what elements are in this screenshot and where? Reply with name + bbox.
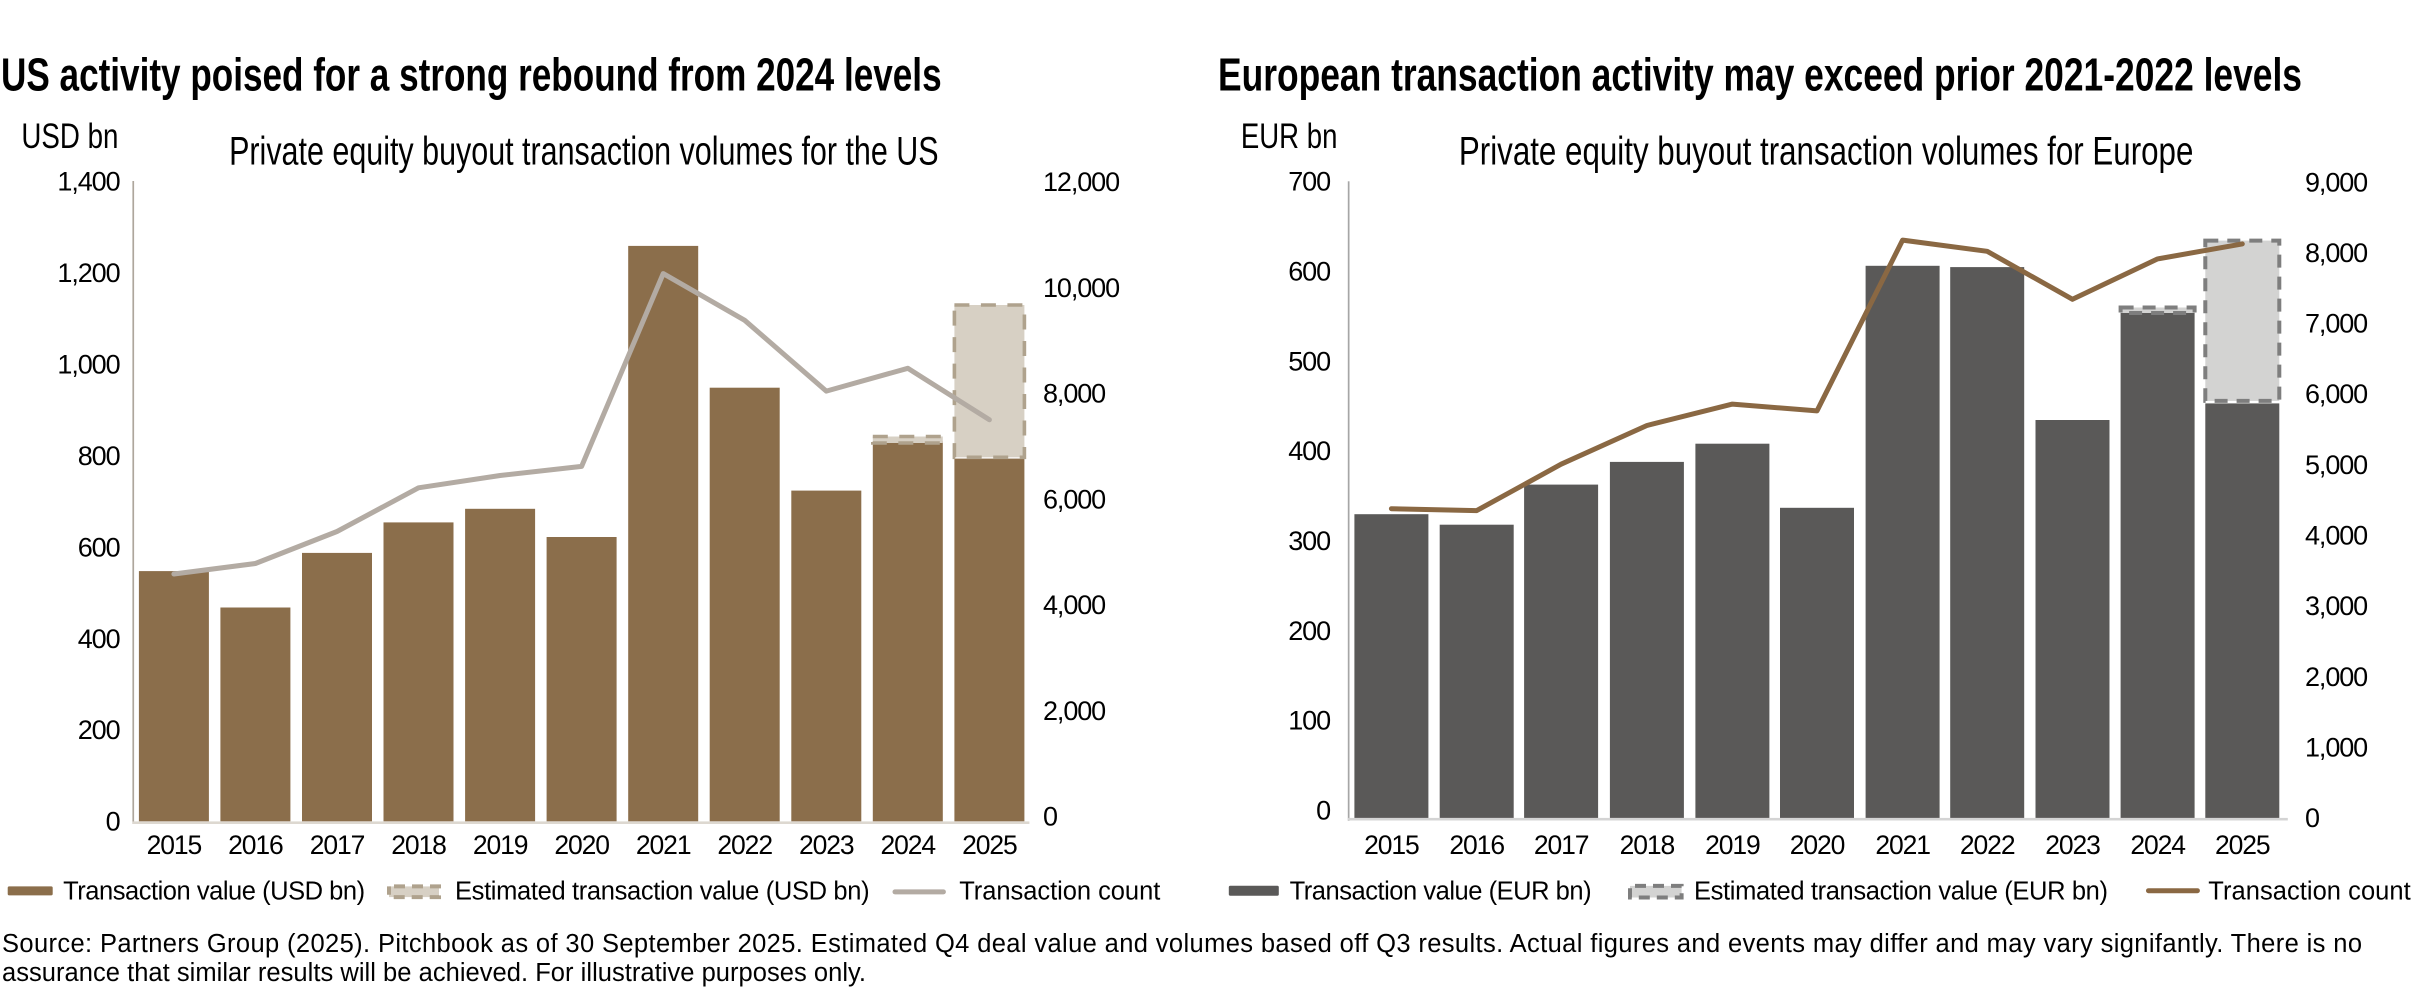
svg-text:12,000: 12,000 xyxy=(1043,167,1119,197)
svg-text:6,000: 6,000 xyxy=(1043,484,1105,514)
svg-text:2022: 2022 xyxy=(1960,830,2015,860)
svg-text:0: 0 xyxy=(1316,796,1330,826)
svg-text:800: 800 xyxy=(78,441,120,471)
svg-text:USD bn: USD bn xyxy=(21,117,118,156)
svg-text:European transaction activity: European transaction activity may exceed… xyxy=(1218,48,2302,100)
svg-text:0: 0 xyxy=(106,807,120,837)
svg-text:2019: 2019 xyxy=(1705,830,1760,860)
svg-text:2023: 2023 xyxy=(2045,830,2100,860)
svg-text:2,000: 2,000 xyxy=(2305,662,2367,692)
svg-text:2021: 2021 xyxy=(1875,830,1930,860)
svg-text:3,000: 3,000 xyxy=(2305,591,2367,621)
svg-text:5,000: 5,000 xyxy=(2305,450,2367,480)
svg-text:0: 0 xyxy=(1043,802,1057,832)
svg-text:400: 400 xyxy=(1288,436,1330,466)
svg-text:500: 500 xyxy=(1288,346,1330,376)
svg-text:2016: 2016 xyxy=(228,830,283,860)
svg-text:2023: 2023 xyxy=(799,830,854,860)
svg-text:100: 100 xyxy=(1288,706,1330,736)
svg-text:2024: 2024 xyxy=(2130,830,2185,860)
svg-text:1,400: 1,400 xyxy=(57,166,119,196)
svg-text:9,000: 9,000 xyxy=(2305,167,2367,197)
svg-text:2015: 2015 xyxy=(1364,830,1419,860)
svg-text:2017: 2017 xyxy=(1534,830,1589,860)
svg-text:Estimated transaction value (U: Estimated transaction value (USD bn) xyxy=(455,877,870,905)
svg-text:600: 600 xyxy=(1288,257,1330,287)
svg-text:2,000: 2,000 xyxy=(1043,696,1105,726)
svg-text:2024: 2024 xyxy=(881,830,936,860)
svg-text:4,000: 4,000 xyxy=(2305,521,2367,551)
svg-text:2018: 2018 xyxy=(1620,830,1675,860)
svg-text:US activity poised for a stron: US activity poised for a strong rebound … xyxy=(1,48,942,100)
svg-text:Estimated transaction value (E: Estimated transaction value (EUR bn) xyxy=(1694,877,2108,905)
svg-text:Private equity buyout transact: Private equity buyout transaction volume… xyxy=(1459,130,2193,174)
svg-text:Transaction count: Transaction count xyxy=(2208,877,2410,905)
svg-text:4,000: 4,000 xyxy=(1043,590,1105,620)
svg-text:8,000: 8,000 xyxy=(2305,238,2367,268)
svg-text:1,000: 1,000 xyxy=(57,349,119,379)
svg-text:1,200: 1,200 xyxy=(57,258,119,288)
svg-text:6,000: 6,000 xyxy=(2305,379,2367,409)
svg-text:200: 200 xyxy=(1288,616,1330,646)
svg-text:EUR bn: EUR bn xyxy=(1241,117,1338,156)
svg-text:2025: 2025 xyxy=(962,830,1017,860)
svg-text:assurance that similar results: assurance that similar results will be a… xyxy=(2,959,866,987)
svg-text:2022: 2022 xyxy=(717,830,772,860)
svg-text:Private equity buyout transact: Private equity buyout transaction volume… xyxy=(229,130,939,174)
svg-text:2019: 2019 xyxy=(473,830,528,860)
svg-text:700: 700 xyxy=(1288,167,1330,197)
svg-text:400: 400 xyxy=(78,624,120,654)
svg-text:7,000: 7,000 xyxy=(2305,309,2367,339)
svg-text:2018: 2018 xyxy=(391,830,446,860)
svg-text:1,000: 1,000 xyxy=(2305,732,2367,762)
svg-text:2020: 2020 xyxy=(554,830,609,860)
svg-text:Transaction value (USD bn): Transaction value (USD bn) xyxy=(63,877,365,905)
svg-text:8,000: 8,000 xyxy=(1043,379,1105,409)
svg-text:2020: 2020 xyxy=(1790,830,1845,860)
svg-text:2017: 2017 xyxy=(310,830,365,860)
svg-text:0: 0 xyxy=(2305,803,2319,833)
svg-text:2021: 2021 xyxy=(636,830,691,860)
svg-text:600: 600 xyxy=(78,532,120,562)
svg-text:2016: 2016 xyxy=(1449,830,1504,860)
svg-text:Transaction count: Transaction count xyxy=(959,877,1160,905)
svg-text:Transaction value (EUR bn): Transaction value (EUR bn) xyxy=(1290,877,1592,905)
svg-text:Source: Partners Group (2025).: Source: Partners Group (2025). Pitchbook… xyxy=(2,930,2362,958)
svg-text:10,000: 10,000 xyxy=(1043,273,1119,303)
svg-text:300: 300 xyxy=(1288,526,1330,556)
svg-text:2015: 2015 xyxy=(147,830,202,860)
svg-text:200: 200 xyxy=(78,715,120,745)
svg-text:2025: 2025 xyxy=(2215,830,2270,860)
